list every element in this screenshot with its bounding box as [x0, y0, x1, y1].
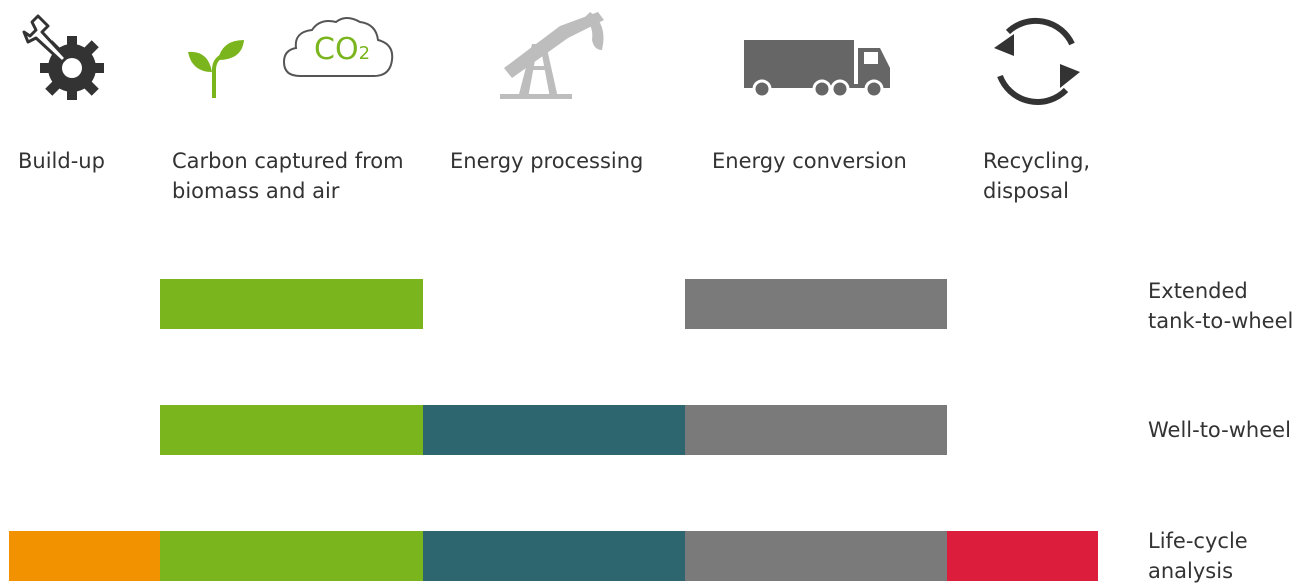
- truck-icon: [744, 40, 890, 98]
- bar-energy-processing: [423, 531, 685, 581]
- bar-energy-processing: [423, 405, 685, 455]
- bar-recycling: [947, 531, 1098, 581]
- bar-carbon-captured: [160, 531, 423, 581]
- sprout-icon: [188, 40, 244, 98]
- stage-label-carbon-captured: Carbon captured from biomass and air: [172, 149, 404, 203]
- co2-main: CO: [314, 32, 359, 67]
- bar-energy-conversion: [685, 279, 947, 329]
- stage-label-energy-conversion: Energy conversion: [712, 149, 907, 173]
- co2-cloud-icon: CO2: [280, 14, 398, 86]
- row-label-life-cycle-analysis: Life-cycle analysis: [1148, 529, 1248, 583]
- bar-carbon-captured: [160, 405, 423, 455]
- stage-label-energy-processing: Energy processing: [450, 149, 644, 173]
- bar-energy-conversion: [685, 405, 947, 455]
- gear-wrench-icon: [22, 14, 104, 100]
- row-label-extended-tank-to-wheel: Extended tank-to-wheel: [1148, 279, 1294, 333]
- co2-text: CO2: [314, 34, 370, 70]
- oil-pump-icon: [500, 12, 604, 99]
- bar-build-up: [9, 531, 160, 581]
- bar-energy-conversion: [685, 531, 947, 581]
- stage-label-recycling: Recycling, disposal: [983, 149, 1091, 203]
- co2-subscript: 2: [358, 43, 371, 64]
- recycle-arrows-icon: [994, 17, 1080, 105]
- row-label-well-to-wheel: Well-to-wheel: [1148, 418, 1291, 442]
- bar-carbon-captured: [160, 279, 423, 329]
- stage-label-build-up: Build-up: [18, 149, 105, 173]
